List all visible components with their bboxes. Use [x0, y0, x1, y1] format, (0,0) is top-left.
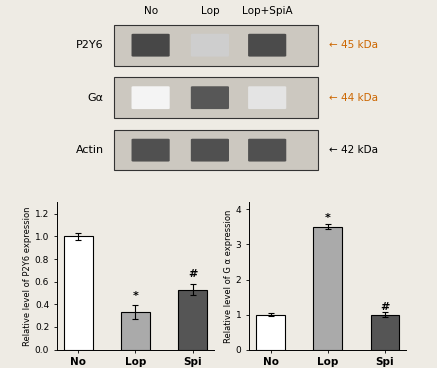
FancyBboxPatch shape — [191, 34, 229, 57]
Bar — [178, 290, 207, 350]
FancyBboxPatch shape — [132, 86, 170, 109]
Y-axis label: Relative level of G α expression: Relative level of G α expression — [224, 209, 233, 343]
Bar — [313, 227, 342, 350]
FancyBboxPatch shape — [248, 139, 286, 162]
Text: ← 45 kDa: ← 45 kDa — [329, 40, 378, 50]
FancyBboxPatch shape — [191, 139, 229, 162]
FancyBboxPatch shape — [114, 77, 318, 118]
Text: P2Y6: P2Y6 — [76, 40, 104, 50]
FancyBboxPatch shape — [114, 130, 318, 170]
Text: Lop: Lop — [201, 6, 219, 17]
Bar — [121, 312, 150, 350]
Bar — [64, 236, 93, 350]
Text: Actin: Actin — [76, 145, 104, 155]
Text: *: * — [325, 213, 331, 223]
FancyBboxPatch shape — [248, 34, 286, 57]
Text: ← 44 kDa: ← 44 kDa — [329, 93, 378, 103]
Text: *: * — [132, 291, 139, 301]
Bar — [371, 315, 399, 350]
FancyBboxPatch shape — [191, 86, 229, 109]
FancyBboxPatch shape — [248, 86, 286, 109]
Text: Lop+SpiA: Lop+SpiA — [242, 6, 292, 17]
Y-axis label: Relative level of P2Y6 expression: Relative level of P2Y6 expression — [23, 206, 32, 346]
FancyBboxPatch shape — [114, 25, 318, 66]
Text: #: # — [188, 269, 198, 279]
Text: ← 42 kDa: ← 42 kDa — [329, 145, 378, 155]
Text: Gα: Gα — [87, 93, 104, 103]
Text: #: # — [380, 302, 390, 312]
FancyBboxPatch shape — [132, 139, 170, 162]
Text: No: No — [143, 6, 158, 17]
Bar — [256, 315, 285, 350]
FancyBboxPatch shape — [132, 34, 170, 57]
